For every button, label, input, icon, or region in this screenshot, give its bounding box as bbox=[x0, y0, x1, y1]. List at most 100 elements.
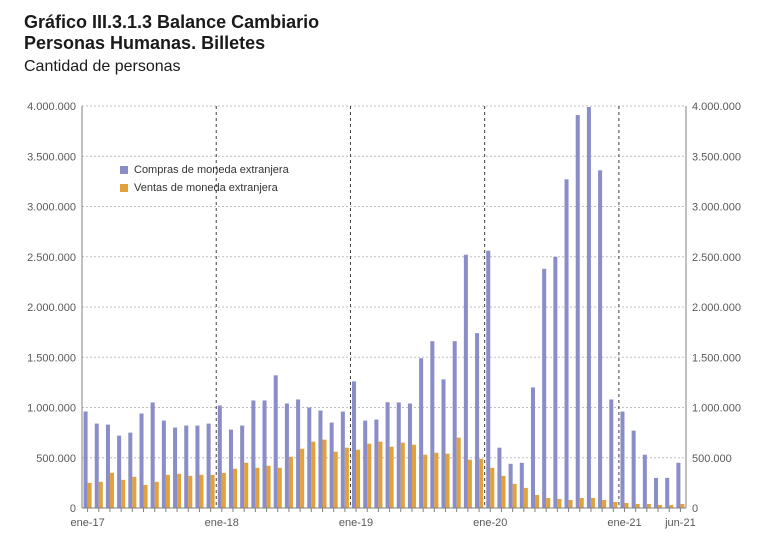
bar-ventas bbox=[88, 483, 92, 508]
bar-compras bbox=[374, 420, 378, 508]
legend-row-ventas: Ventas de moneda extranjera bbox=[120, 182, 289, 194]
bar-compras bbox=[363, 421, 367, 508]
bar-compras bbox=[285, 403, 289, 508]
bar-ventas bbox=[501, 476, 505, 508]
bar-compras bbox=[475, 333, 479, 508]
bar-ventas bbox=[412, 445, 416, 508]
legend-swatch-ventas bbox=[120, 184, 128, 192]
bar-compras bbox=[95, 424, 99, 508]
bar-ventas bbox=[132, 477, 136, 508]
bar-ventas bbox=[289, 457, 293, 508]
bar-compras bbox=[654, 478, 658, 508]
title-line-2: Personas Humanas. Billetes bbox=[24, 33, 319, 54]
bar-ventas bbox=[155, 482, 159, 508]
bar-compras bbox=[576, 115, 580, 508]
x-tick-label: jun-21 bbox=[664, 517, 696, 529]
bar-compras bbox=[665, 478, 669, 508]
bar-compras bbox=[598, 170, 602, 508]
title-line-1: Gráfico III.3.1.3 Balance Cambiario bbox=[24, 12, 319, 33]
bar-ventas bbox=[591, 498, 595, 508]
bar-compras bbox=[531, 387, 535, 508]
legend-label-ventas: Ventas de moneda extranjera bbox=[134, 182, 278, 194]
bar-compras bbox=[632, 431, 636, 508]
bar-ventas bbox=[390, 447, 394, 508]
bar-ventas bbox=[624, 503, 628, 508]
bar-compras bbox=[162, 421, 166, 508]
bar-compras bbox=[318, 411, 322, 508]
bar-ventas bbox=[546, 498, 550, 508]
bar-ventas bbox=[457, 438, 461, 508]
bar-ventas bbox=[177, 474, 181, 508]
x-tick-label: ene-21 bbox=[607, 517, 641, 529]
bar-ventas bbox=[557, 499, 561, 508]
bar-compras bbox=[307, 408, 311, 509]
bar-ventas bbox=[356, 450, 360, 508]
y-tick-label-right: 500.000 bbox=[692, 453, 732, 465]
bar-compras bbox=[430, 341, 434, 508]
bar-compras bbox=[609, 399, 613, 508]
title-block: Gráfico III.3.1.3 Balance Cambiario Pers… bbox=[24, 12, 319, 76]
y-tick-label-left: 2.500.000 bbox=[27, 252, 76, 264]
bar-ventas bbox=[446, 454, 450, 508]
bar-compras bbox=[251, 400, 255, 508]
bar-compras bbox=[229, 430, 233, 508]
bar-compras bbox=[408, 403, 412, 508]
bar-compras bbox=[520, 463, 524, 508]
bar-compras bbox=[263, 400, 267, 508]
bar-compras bbox=[486, 251, 490, 508]
bar-ventas bbox=[490, 468, 494, 508]
bar-ventas bbox=[166, 475, 170, 508]
bar-ventas bbox=[345, 448, 349, 508]
y-tick-label-right: 3.000.000 bbox=[692, 202, 741, 214]
bar-ventas bbox=[401, 443, 405, 508]
legend: Compras de moneda extranjera Ventas de m… bbox=[120, 164, 289, 200]
bar-compras bbox=[676, 463, 680, 508]
y-tick-label-left: 500.000 bbox=[36, 453, 76, 465]
bar-ventas bbox=[199, 475, 203, 508]
bar-compras bbox=[240, 426, 244, 508]
bar-ventas bbox=[680, 504, 684, 508]
bar-ventas bbox=[244, 463, 248, 508]
bar-compras bbox=[453, 341, 457, 508]
bar-compras bbox=[117, 436, 121, 508]
bar-compras bbox=[441, 379, 445, 508]
y-tick-label-left: 4.000.000 bbox=[27, 101, 76, 113]
bar-ventas bbox=[613, 502, 617, 508]
x-tick-label: ene-19 bbox=[339, 517, 373, 529]
y-tick-label-right: 4.000.000 bbox=[692, 101, 741, 113]
bar-ventas bbox=[580, 498, 584, 508]
bar-ventas bbox=[602, 500, 606, 508]
bar-compras bbox=[106, 425, 110, 508]
y-tick-label-right: 2.000.000 bbox=[692, 302, 741, 314]
bar-ventas bbox=[322, 440, 326, 508]
bar-ventas bbox=[468, 460, 472, 508]
bar-compras bbox=[296, 399, 300, 508]
bar-compras bbox=[620, 412, 624, 508]
bar-compras bbox=[352, 381, 356, 508]
bar-ventas bbox=[267, 466, 271, 508]
bar-ventas bbox=[423, 455, 427, 508]
bar-compras bbox=[497, 448, 501, 508]
bar-compras bbox=[151, 402, 155, 508]
bar-compras bbox=[139, 414, 143, 508]
legend-swatch-compras bbox=[120, 166, 128, 174]
bar-ventas bbox=[513, 484, 517, 508]
bar-compras bbox=[397, 402, 401, 508]
bar-compras bbox=[464, 255, 468, 508]
bar-compras bbox=[565, 179, 569, 508]
y-tick-label-right: 2.500.000 bbox=[692, 252, 741, 264]
y-tick-label-right: 1.500.000 bbox=[692, 352, 741, 364]
bar-ventas bbox=[434, 453, 438, 508]
bar-compras bbox=[341, 412, 345, 508]
bar-ventas bbox=[636, 504, 640, 508]
bar-ventas bbox=[222, 473, 226, 508]
bar-compras bbox=[542, 269, 546, 508]
bar-ventas bbox=[334, 452, 338, 508]
y-tick-label-left: 1.500.000 bbox=[27, 352, 76, 364]
y-tick-label-left: 3.000.000 bbox=[27, 202, 76, 214]
bar-ventas bbox=[255, 468, 259, 508]
bar-compras bbox=[184, 426, 188, 508]
bar-compras bbox=[386, 402, 390, 508]
bar-ventas bbox=[535, 495, 539, 508]
bar-ventas bbox=[300, 449, 304, 508]
